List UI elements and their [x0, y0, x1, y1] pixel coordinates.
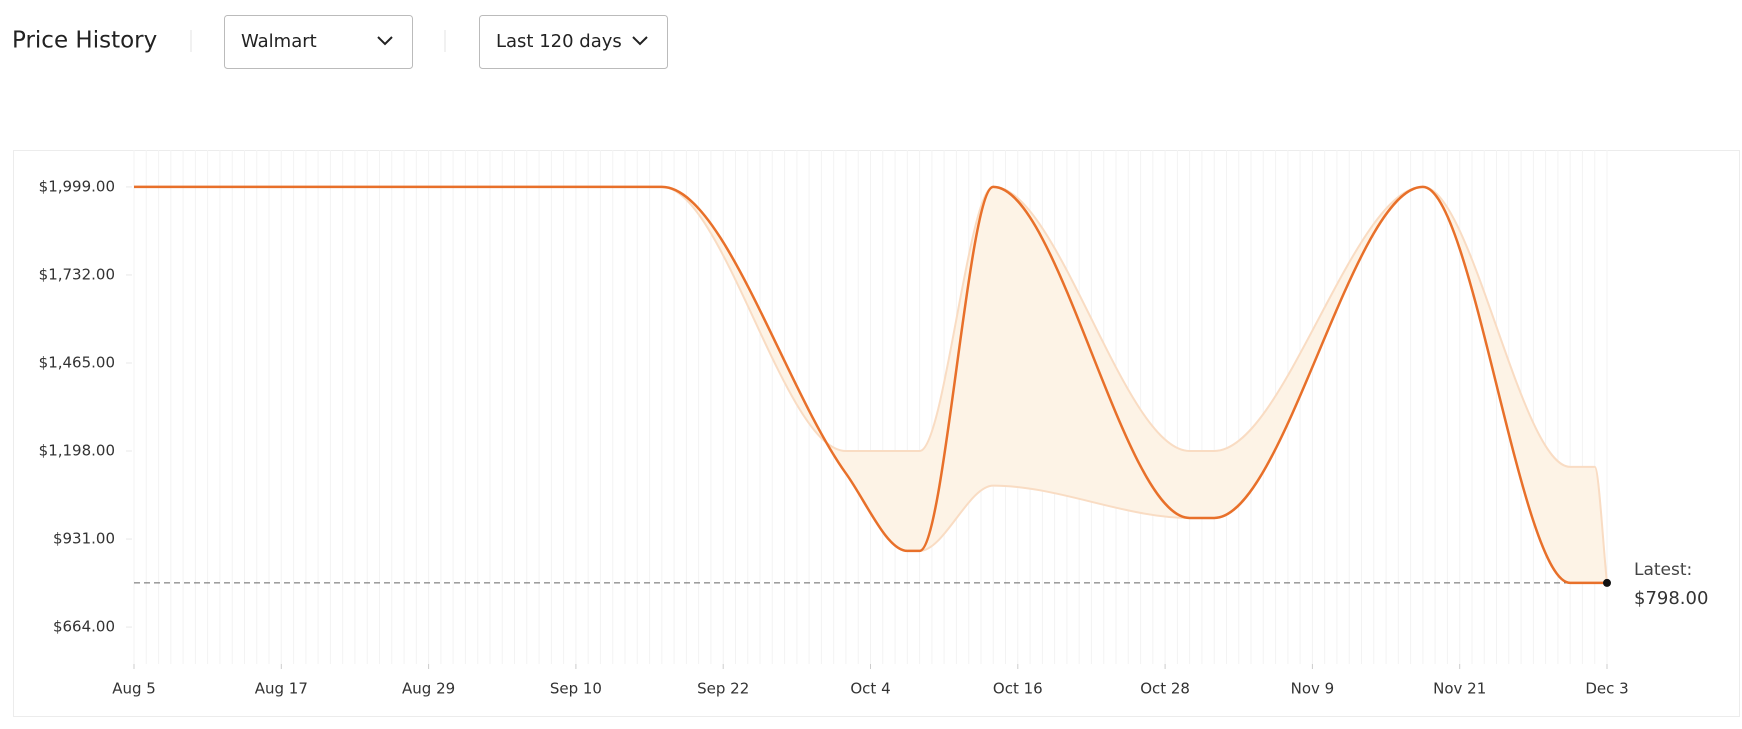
y-tick-label: $1,198.00 — [39, 442, 115, 460]
chart-card — [13, 150, 1740, 717]
latest-point — [1603, 578, 1611, 587]
y-tick-label: $664.00 — [53, 618, 115, 636]
x-tick-label: Oct 4 — [850, 680, 890, 698]
range-dropdown[interactable]: Last 120 days — [479, 15, 668, 69]
x-tick-label: Sep 10 — [550, 680, 602, 698]
x-tick-label: Aug 17 — [255, 680, 308, 698]
x-tick-label: Nov 21 — [1433, 680, 1486, 698]
dropdown-box[interactable] — [479, 15, 668, 69]
y-tick-label: $1,732.00 — [39, 265, 115, 283]
y-tick-label: $931.00 — [53, 530, 115, 548]
page-title: Price History — [12, 28, 157, 54]
dropdown-box[interactable] — [224, 15, 413, 69]
x-tick-label: Oct 16 — [993, 680, 1043, 698]
chart: $664.00 $931.00 $1,198.00 $1,465.00 $1,732.0… — [39, 150, 1708, 698]
chevron — [377, 36, 393, 46]
range-high-edge — [133, 185, 1608, 583]
price-line — [133, 185, 1607, 585]
x-tick-label: Aug 5 — [112, 680, 156, 698]
store-dropdown[interactable]: Walmart — [224, 15, 413, 69]
x-tick-label: Aug 29 — [402, 680, 455, 698]
x-tick-label: Nov 9 — [1291, 680, 1335, 698]
x-tick-label: Sep 22 — [697, 680, 749, 698]
chevron — [632, 36, 648, 46]
latest-value: $798.00 — [1634, 588, 1708, 609]
y-tick-label: $1,465.00 — [39, 353, 115, 371]
dropdown-text[interactable]: Walmart — [241, 31, 317, 52]
dropdown-text[interactable]: Last 120 days — [496, 31, 622, 52]
x-tick-label: Dec 3 — [1585, 680, 1628, 698]
x-tick-label: Oct 28 — [1140, 680, 1190, 698]
price-range-area — [134, 186, 1607, 583]
latest-label: Latest: — [1634, 560, 1692, 580]
y-tick-label: $1,999.00 — [39, 177, 115, 195]
